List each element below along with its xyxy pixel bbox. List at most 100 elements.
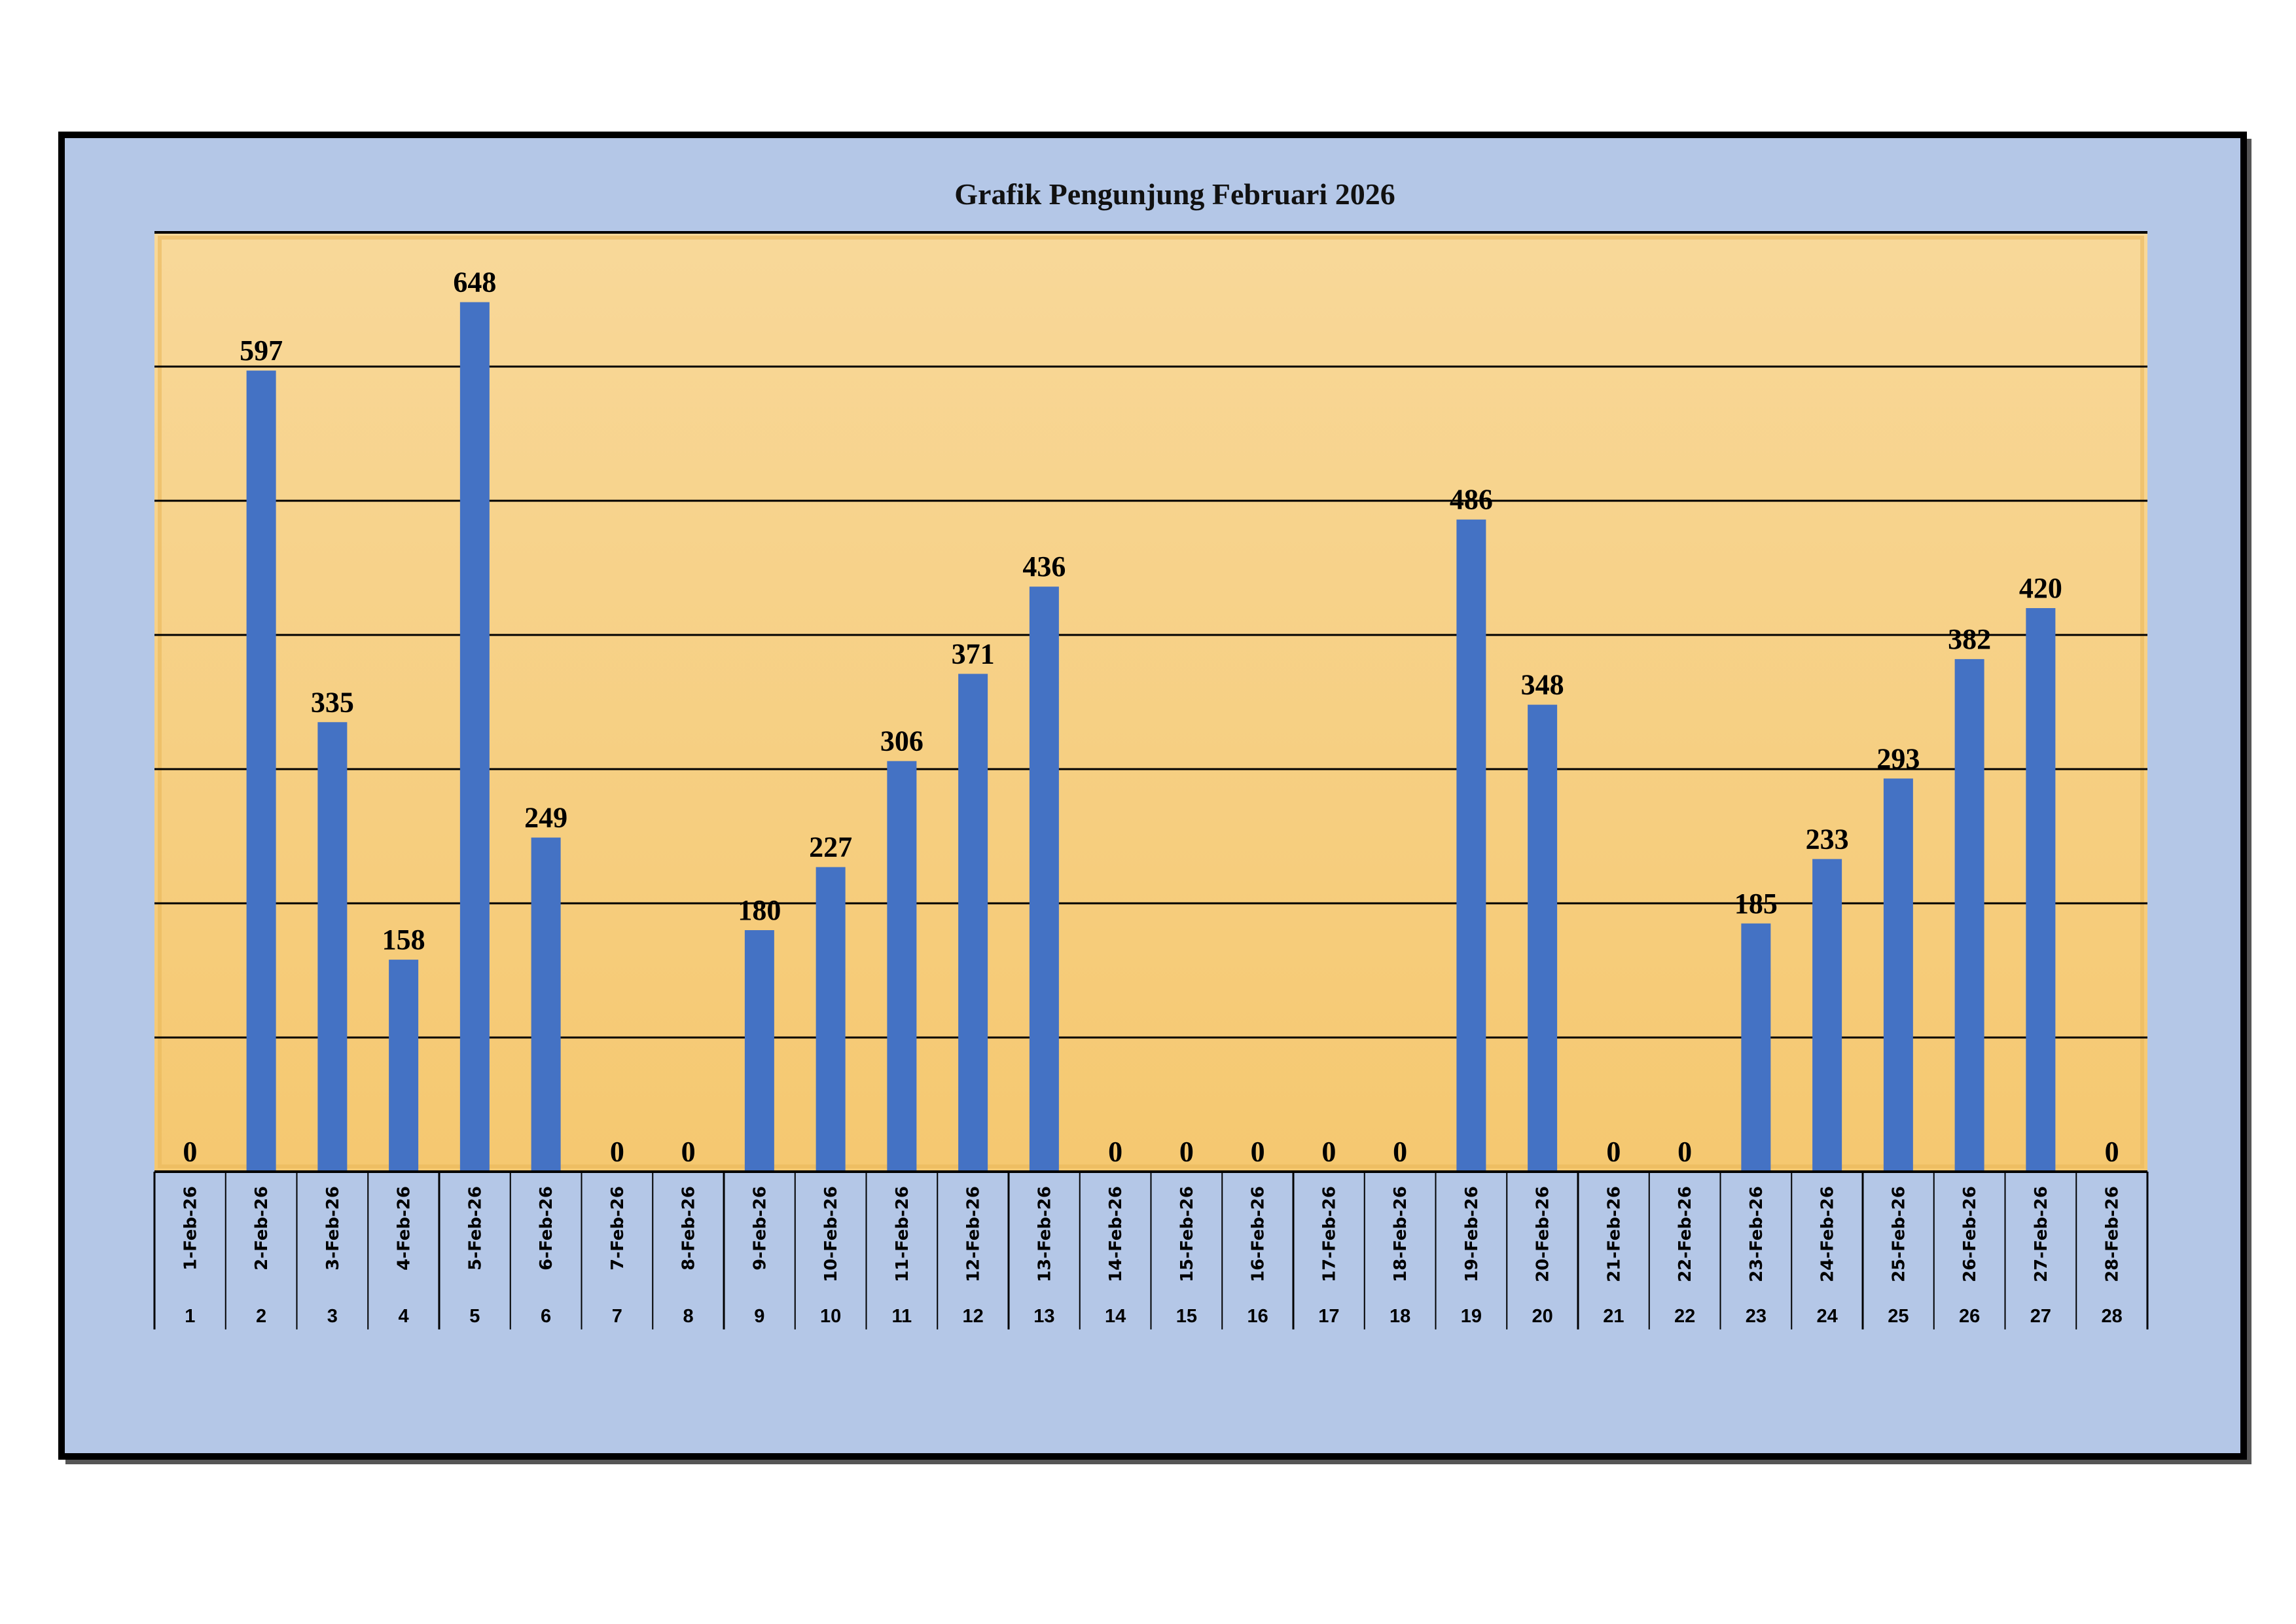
x-tick-date: 21-Feb-26: [1604, 1186, 1624, 1282]
bar-4-Feb-26: [389, 960, 419, 1172]
x-tick-day: 27: [2030, 1306, 2051, 1327]
x-tick-date: 28-Feb-26: [2103, 1186, 2123, 1282]
x-tick-day: 15: [1176, 1306, 1197, 1327]
x-tick-date: 13-Feb-26: [1035, 1186, 1054, 1282]
x-tick-date: 18-Feb-26: [1391, 1186, 1410, 1282]
bar-23-Feb-26: [1741, 923, 1771, 1172]
data-label: 158: [382, 924, 425, 956]
data-label: 0: [2105, 1136, 2119, 1168]
bar-27-Feb-26: [2026, 608, 2056, 1172]
x-tick-day: 23: [1746, 1306, 1767, 1327]
data-label: 0: [1393, 1136, 1407, 1168]
x-tick-date: 9-Feb-26: [750, 1186, 770, 1271]
data-label: 0: [1606, 1136, 1621, 1168]
bar-10-Feb-26: [816, 867, 846, 1172]
bar-24-Feb-26: [1812, 859, 1842, 1172]
x-tick-date: 1-Feb-26: [181, 1186, 200, 1271]
data-label: 420: [2019, 572, 2062, 604]
x-tick-date: 20-Feb-26: [1534, 1186, 1553, 1282]
x-tick-day: 10: [820, 1306, 841, 1327]
x-tick-date: 3-Feb-26: [323, 1186, 343, 1271]
x-tick-day: 11: [892, 1306, 912, 1327]
x-tick-day: 14: [1105, 1306, 1126, 1327]
x-tick-day: 7: [612, 1306, 622, 1327]
x-tick-date: 11-Feb-26: [893, 1186, 912, 1282]
data-label: 0: [681, 1136, 696, 1168]
data-label: 0: [1179, 1136, 1194, 1168]
chart-title: Grafik Pengunjung Februari 2026: [954, 177, 1395, 211]
bar-19-Feb-26: [1456, 519, 1486, 1172]
x-tick-day: 1: [185, 1306, 195, 1327]
data-label: 648: [453, 266, 496, 298]
plot-area: [154, 232, 2147, 1172]
data-label: 293: [1876, 742, 1920, 774]
data-label: 233: [1806, 823, 1849, 855]
x-tick-date: 7-Feb-26: [608, 1186, 628, 1271]
x-tick-date: 6-Feb-26: [537, 1186, 556, 1271]
bar-5-Feb-26: [459, 302, 490, 1172]
x-tick-date: 15-Feb-26: [1177, 1186, 1197, 1282]
data-label: 306: [880, 725, 924, 757]
x-tick-date: 19-Feb-26: [1462, 1186, 1482, 1282]
data-label: 382: [1948, 623, 1991, 655]
bar-6-Feb-26: [531, 837, 561, 1172]
data-label: 348: [1521, 669, 1564, 701]
x-tick-day: 13: [1033, 1306, 1054, 1327]
data-label: 0: [1108, 1136, 1122, 1168]
x-tick-day: 9: [754, 1306, 764, 1327]
x-tick-date: 17-Feb-26: [1319, 1186, 1339, 1282]
data-label: 0: [1251, 1136, 1265, 1168]
x-tick-day: 16: [1247, 1306, 1268, 1327]
x-tick-day: 28: [2101, 1306, 2122, 1327]
x-tick-day: 8: [683, 1306, 694, 1327]
x-tick-day: 25: [1888, 1306, 1909, 1327]
data-label: 185: [1734, 888, 1778, 920]
bar-3-Feb-26: [317, 722, 348, 1172]
data-label: 0: [1321, 1136, 1336, 1168]
data-label: 371: [952, 638, 995, 670]
x-tick-date: 2-Feb-26: [252, 1186, 272, 1271]
bar-2-Feb-26: [246, 370, 276, 1172]
bar-25-Feb-26: [1883, 778, 1913, 1172]
bar-20-Feb-26: [1528, 704, 1558, 1172]
data-label: 0: [1677, 1136, 1692, 1168]
data-label: 249: [524, 802, 567, 834]
x-tick-date: 25-Feb-26: [1889, 1186, 1909, 1282]
x-tick-date: 23-Feb-26: [1747, 1186, 1767, 1282]
data-label: 335: [311, 686, 354, 718]
x-tick-day: 5: [469, 1306, 480, 1327]
bar-11-Feb-26: [887, 761, 917, 1172]
plot-inner-bevel: [158, 236, 2144, 1168]
data-label: 486: [1450, 484, 1493, 516]
x-tick-day: 18: [1390, 1306, 1410, 1327]
x-tick-day: 4: [399, 1306, 409, 1327]
x-tick-day: 2: [256, 1306, 266, 1327]
x-tick-day: 26: [1959, 1306, 1980, 1327]
x-tick-date: 10-Feb-26: [821, 1186, 841, 1282]
x-tick-date: 24-Feb-26: [1818, 1186, 1838, 1282]
x-tick-date: 16-Feb-26: [1249, 1186, 1268, 1282]
data-label: 597: [240, 334, 283, 367]
x-tick-date: 14-Feb-26: [1106, 1186, 1126, 1282]
x-tick-day: 21: [1603, 1306, 1624, 1327]
x-tick-day: 22: [1674, 1306, 1695, 1327]
x-tick-day: 20: [1532, 1306, 1552, 1327]
bar-12-Feb-26: [958, 674, 988, 1172]
data-label: 0: [183, 1136, 197, 1168]
x-tick-day: 3: [327, 1306, 338, 1327]
data-label: 180: [738, 894, 781, 926]
x-tick-day: 24: [1816, 1306, 1837, 1327]
x-tick-date: 27-Feb-26: [2032, 1186, 2051, 1282]
x-tick-date: 4-Feb-26: [395, 1186, 414, 1271]
bar-13-Feb-26: [1029, 586, 1059, 1172]
x-tick-date: 26-Feb-26: [1960, 1186, 1980, 1282]
bar-9-Feb-26: [744, 930, 774, 1172]
x-tick-date: 22-Feb-26: [1676, 1186, 1695, 1282]
x-tick-date: 8-Feb-26: [679, 1186, 699, 1271]
bar-26-Feb-26: [1954, 659, 1984, 1172]
x-tick-day: 6: [541, 1306, 551, 1327]
x-tick-date: 12-Feb-26: [964, 1186, 984, 1282]
x-tick-day: 17: [1318, 1306, 1339, 1327]
x-tick-day: 12: [962, 1306, 983, 1327]
